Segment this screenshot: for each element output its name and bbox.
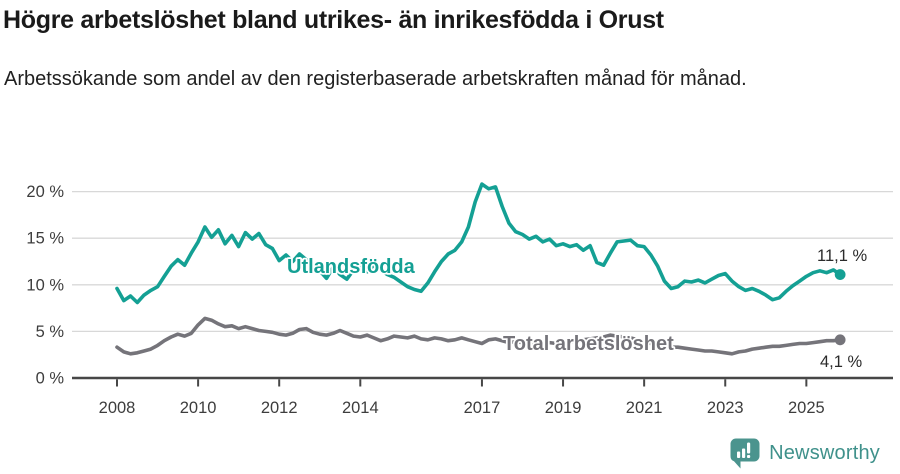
newsworthy-logo: Newsworthy	[730, 437, 880, 469]
exclamation-bar	[747, 442, 751, 453]
y-axis-tick-label: 20 %	[26, 183, 64, 201]
x-axis-tick-label: 2019	[545, 399, 582, 417]
x-axis-tick-label: 2025	[788, 399, 825, 417]
bar-2	[742, 448, 746, 458]
x-axis-tick-label: 2014	[342, 399, 379, 417]
y-axis-tick-label: 15 %	[26, 230, 64, 248]
x-axis-tick-label: 2012	[261, 399, 298, 417]
series-line-total	[115, 316, 842, 356]
x-axis-tick-label: 2010	[180, 399, 217, 417]
y-axis-tick-label: 10 %	[26, 276, 64, 294]
exclamation-dot	[747, 454, 751, 458]
end-value-label-utlandsfodda: 11,1 %	[817, 247, 867, 265]
series-label-utlandsfodda: Utlandsfödda	[287, 256, 416, 278]
x-axis-tick-label: 2023	[707, 399, 744, 417]
x-axis-tick-label: 2017	[464, 399, 501, 417]
page-title: Högre arbetslöshet bland utrikes- än inr…	[3, 6, 664, 34]
series-end-dot-total	[834, 334, 846, 346]
y-axis-tick-label: 5 %	[36, 323, 65, 341]
y-axis-tick-label: 0 %	[36, 370, 65, 388]
brand-name: Newsworthy	[769, 441, 880, 464]
bar-1	[737, 451, 741, 458]
page-subtitle: Arbetssökande som andel av den registerb…	[4, 68, 747, 90]
end-value-label-total: 4,1 %	[820, 353, 863, 371]
series-end-dot-utlandsfodda	[834, 269, 846, 280]
newsworthy-bubble-chart-icon	[730, 438, 760, 468]
x-axis-tick-label: 2008	[99, 399, 136, 417]
x-axis-tick-label: 2021	[626, 399, 663, 417]
series-label-total: Total arbetslöshet	[503, 333, 674, 355]
series-line-utlandsfodda	[115, 182, 842, 305]
